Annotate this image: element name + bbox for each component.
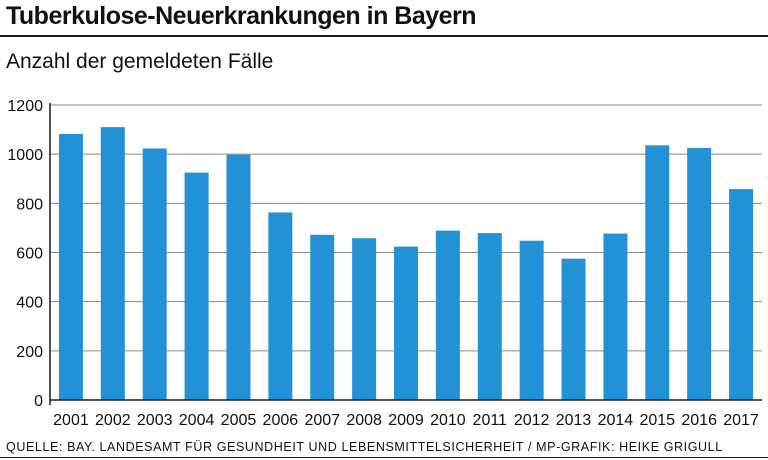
source-note: QUELLE: BAY. LANDESAMT FÜR GESUNDHEIT UN…: [6, 440, 723, 454]
bar-2008: [352, 238, 377, 400]
x-tick-label: 2005: [221, 412, 257, 429]
x-tick-label: 2008: [346, 412, 382, 429]
x-tick-label: 2014: [598, 412, 634, 429]
bar-2010: [435, 230, 460, 400]
title-divider: [0, 35, 768, 37]
x-tick-label: 2013: [556, 412, 592, 429]
y-axis-ticks: 0 200 400 600 800 1000 1200: [7, 98, 43, 410]
x-tick-label: 2003: [137, 412, 173, 429]
y-tick-label: 800: [16, 196, 43, 213]
y-tick-label: 600: [16, 246, 43, 263]
bar-2002: [100, 127, 125, 400]
x-tick-label: 2010: [430, 412, 466, 429]
y-tick-label: 0: [34, 393, 43, 410]
bar-2012: [519, 240, 544, 400]
bar-2004: [184, 172, 209, 400]
y-tick-label: 1200: [7, 98, 43, 115]
x-tick-label: 2006: [263, 412, 299, 429]
bar-2006: [268, 212, 293, 400]
bar-2013: [561, 258, 586, 400]
bar-2003: [142, 148, 167, 400]
y-tick-label: 400: [16, 295, 43, 312]
bar-2009: [394, 246, 418, 400]
bar-2005: [226, 154, 251, 400]
x-tick-label: 2017: [723, 412, 759, 429]
x-tick-label: 2011: [473, 412, 508, 429]
bars: [58, 127, 754, 400]
x-tick-label: 2004: [179, 412, 215, 429]
x-tick-label: 2001: [53, 412, 89, 429]
x-axis-ticks: 2001 2002 2003 2004 2005 2006 2007 2008 2009 2010…: [53, 412, 759, 429]
bar-2011: [477, 233, 502, 400]
x-tick-label: 2012: [514, 412, 550, 429]
bottom-divider: [0, 457, 768, 458]
x-tick-label: 2002: [95, 412, 131, 429]
x-tick-label: 2016: [681, 412, 717, 429]
bar-2017: [729, 189, 754, 400]
bar-2016: [687, 148, 712, 400]
bar-2014: [603, 233, 628, 400]
chart-title: Tuberkulose-Neuerkrankungen in Bayern: [6, 2, 477, 30]
bar-2001: [58, 134, 83, 400]
bar-2015: [645, 145, 670, 400]
y-tick-label: 200: [16, 344, 43, 361]
x-tick-label: 2009: [388, 412, 424, 429]
bar-2007: [310, 234, 335, 400]
chart-subtitle: Anzahl der gemeldeten Fälle: [6, 50, 274, 73]
x-tick-label: 2007: [304, 412, 340, 429]
x-tick-label: 2015: [639, 412, 675, 429]
y-tick-label: 1000: [7, 147, 43, 164]
